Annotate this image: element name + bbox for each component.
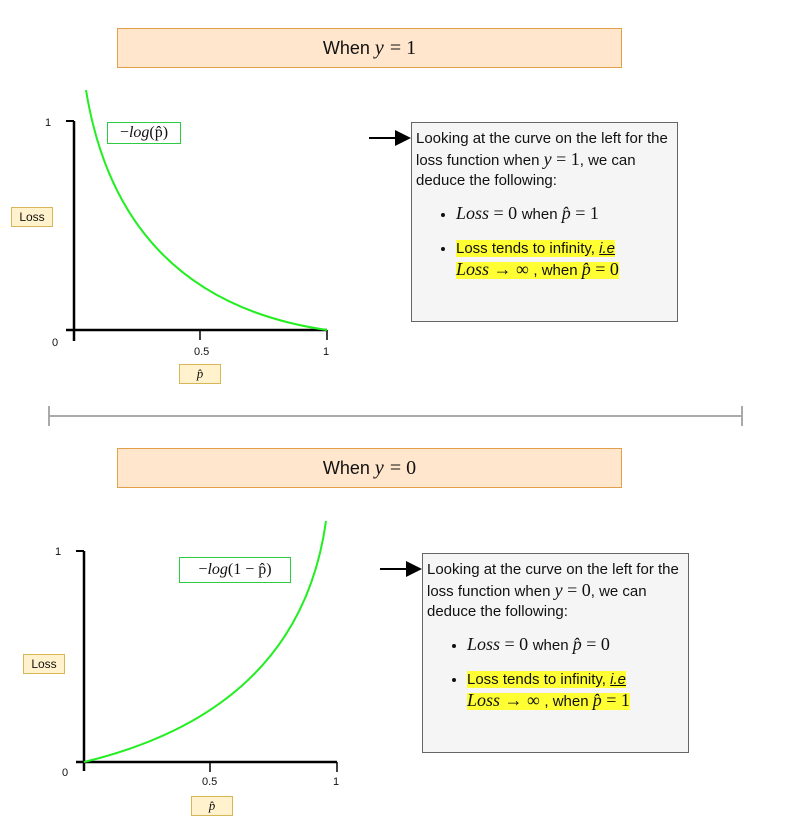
top-formula-fn: log (128, 124, 150, 141)
bottom-b2-text: Loss tends to infinity, (467, 671, 611, 688)
bottom-y-tick-1: 1 (55, 546, 62, 558)
top-y-tick-1: 1 (45, 117, 52, 129)
top-header-eq: = 1 (389, 36, 417, 59)
top-note-intro-var: y (543, 149, 552, 169)
bottom-formula-minus: − (198, 561, 208, 578)
top-y-axis-label: Loss (11, 207, 53, 227)
top-b2-var: p̂ (581, 259, 591, 279)
bottom-note-bullet-1: Loss = 0 when p̂ = 0 (467, 634, 684, 656)
bottom-b1-var: p̂ (572, 634, 582, 654)
bottom-b2-highlight: Loss tends to infinity, i.e Loss → ∞ , wh… (467, 671, 630, 710)
bottom-b1-eq: = 0 (500, 634, 533, 654)
bottom-header-eq: = 0 (389, 456, 417, 479)
bottom-header-prefix: When (322, 457, 370, 478)
top-formula-box: − log (p̂) (107, 122, 181, 144)
bottom-formula-arg: (1 − p̂) (227, 561, 272, 578)
bottom-header-var: y (374, 456, 384, 479)
top-note-intro-eq: = 1 (551, 149, 580, 169)
bottom-b1-lhs: Loss (467, 634, 501, 654)
bottom-note-list: Loss = 0 when p̂ = 0 Loss tends to infin… (427, 634, 684, 712)
bottom-header: When y = 0 (117, 448, 622, 488)
top-x-axis-label: p̂ (179, 364, 221, 384)
top-b1-eq: = 0 (489, 203, 522, 223)
bottom-note-intro: Looking at the curve on the left for the… (427, 560, 684, 622)
top-formula-arg: (p̂) (149, 124, 169, 141)
top-b2-when: , when (533, 262, 582, 279)
bottom-axes (76, 550, 338, 772)
top-header-prefix: When (322, 37, 370, 58)
top-formula-minus: − (119, 124, 129, 141)
top-b2-arrow: → ∞ (489, 259, 534, 279)
bottom-note-intro-eq: = 0 (562, 580, 591, 600)
top-y-tick-0: 0 (52, 337, 59, 349)
top-b1-var: p̂ (561, 203, 571, 223)
bottom-note-bullet-2: Loss tends to infinity, i.e Loss → ∞ , wh… (467, 670, 684, 712)
top-note-box: Looking at the curve on the left for the… (411, 122, 678, 322)
bottom-b1-when: when (532, 637, 573, 654)
bottom-note-box: Looking at the curve on the left for the… (422, 553, 689, 753)
bottom-b2-val: = 1 (601, 690, 630, 710)
bottom-b2-var: p̂ (592, 690, 602, 710)
top-note-list: Loss = 0 when p̂ = 1 Loss tends to infin… (416, 203, 673, 281)
top-note-intro-b: , we can deduce the following: (416, 152, 636, 189)
top-b2-ie: i.e (599, 240, 615, 257)
top-header-var: y (374, 36, 384, 59)
bottom-x-axis-label: p̂ (191, 796, 233, 816)
top-loss-curve (85, 89, 328, 331)
top-b1-lhs: Loss (456, 203, 490, 223)
top-header: When y = 1 (117, 28, 622, 68)
top-b2-lhs: Loss (456, 259, 490, 279)
top-x-tick-05: 0.5 (194, 346, 210, 358)
bottom-note-intro-var: y (554, 580, 563, 600)
top-note-bullet-1: Loss = 0 when p̂ = 1 (456, 203, 673, 225)
top-b2-val: = 0 (590, 259, 619, 279)
bottom-note-intro-b: , we can deduce the following: (427, 583, 647, 620)
top-b2-text: Loss tends to infinity, (456, 240, 600, 257)
bottom-b2-arrow: → ∞ (500, 690, 545, 710)
bottom-x-tick-1: 1 (333, 776, 340, 788)
bottom-formula-box: − log (1 − p̂) (179, 557, 291, 583)
top-x-tick-1: 1 (323, 346, 330, 358)
section-divider (48, 406, 743, 426)
top-b1-when: when (521, 206, 562, 223)
bottom-b1-val: = 0 (581, 634, 610, 654)
top-note-intro-a: Looking at the curve on the left for the… (416, 130, 668, 169)
top-b1-val: = 1 (570, 203, 599, 223)
bottom-x-tick-05: 0.5 (202, 776, 218, 788)
bottom-note-intro-a: Looking at the curve on the left for the… (427, 561, 679, 600)
top-note-intro: Looking at the curve on the left for the… (416, 129, 673, 191)
bottom-b2-when: , when (544, 693, 593, 710)
bottom-formula-fn: log (207, 561, 228, 578)
top-axes (66, 120, 328, 341)
bottom-y-axis-label: Loss (23, 654, 65, 674)
top-note-bullet-2: Loss tends to infinity, i.e Loss → ∞ , wh… (456, 239, 673, 281)
bottom-y-tick-0: 0 (62, 767, 69, 779)
bottom-b2-ie: i.e (610, 671, 626, 688)
bottom-b2-lhs: Loss (467, 690, 501, 710)
bottom-loss-curve (83, 520, 327, 763)
